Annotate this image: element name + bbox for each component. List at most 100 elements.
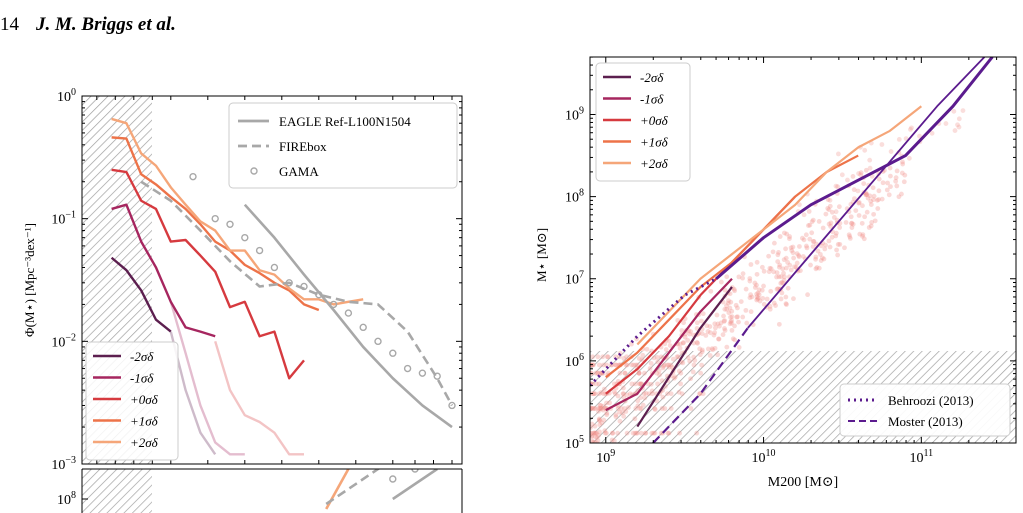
- galaxy-point: [716, 323, 722, 329]
- galaxy-point: [748, 292, 754, 298]
- galaxy-point: [859, 220, 865, 226]
- galaxy-point: [819, 255, 825, 261]
- legend-swatch: [250, 167, 258, 175]
- galaxy-point: [952, 128, 958, 133]
- galaxy-point: [792, 264, 797, 270]
- galaxy-point: [828, 220, 834, 226]
- galaxy-point: [679, 328, 685, 333]
- gama-point: [300, 282, 308, 291]
- legend-label: -1σδ: [640, 92, 664, 107]
- galaxy-point: [601, 403, 606, 409]
- galaxy-point: [651, 430, 656, 436]
- galaxy-point: [685, 355, 691, 361]
- galaxy-point: [901, 179, 907, 185]
- galaxy-point: [641, 370, 647, 376]
- galaxy-point: [607, 400, 612, 406]
- galaxy-point: [617, 370, 623, 376]
- galaxy-point: [867, 165, 873, 171]
- series-line: [214, 340, 304, 456]
- galaxy-point: [709, 346, 715, 352]
- galaxy-point: [602, 428, 608, 434]
- galaxy-point: [651, 355, 657, 361]
- galaxy-point: [688, 329, 694, 334]
- galaxy-point: [782, 274, 787, 280]
- galaxy-point: [643, 391, 649, 396]
- galaxy-point: [796, 254, 802, 260]
- galaxy-point: [853, 208, 859, 214]
- galaxy-point: [698, 370, 704, 376]
- galaxy-point: [591, 439, 597, 443]
- galaxy-point: [597, 402, 603, 408]
- galaxy-point: [867, 193, 873, 199]
- legend-label: +2σδ: [640, 156, 669, 171]
- y-axis-title: Φ(M⋆) [Mpc⁻³dex⁻¹]: [22, 223, 37, 337]
- galaxy-point: [870, 197, 876, 203]
- galaxy-point: [634, 430, 639, 436]
- series-line: [636, 105, 923, 346]
- galaxy-point: [813, 254, 819, 260]
- galaxy-point: [829, 209, 835, 215]
- galaxy-point: [679, 391, 685, 397]
- galaxy-point: [699, 331, 705, 336]
- galaxy-point: [884, 187, 890, 193]
- galaxy-point: [761, 268, 767, 274]
- y-axis-label: M⋆ [M⊙]: [534, 228, 549, 282]
- legend-observations: EAGLE Ref-L100N1504 FIREbox GAMA: [228, 102, 458, 189]
- galaxy-point: [850, 221, 856, 227]
- galaxy-point: [732, 337, 738, 343]
- galaxy-point: [613, 412, 619, 418]
- galaxy-point: [728, 319, 734, 325]
- galaxy-point: [604, 362, 609, 368]
- galaxy-point: [688, 406, 694, 411]
- galaxy-point: [595, 370, 601, 376]
- y-tick-label: 106: [565, 352, 584, 370]
- galaxy-point: [681, 340, 686, 345]
- galaxy-point: [956, 116, 962, 122]
- galaxy-point: [754, 282, 759, 288]
- galaxy-point: [868, 223, 874, 229]
- x-tick-label: 109: [596, 448, 615, 466]
- galaxy-point: [699, 349, 705, 355]
- galaxy-point: [618, 406, 624, 411]
- series-line: [605, 154, 859, 379]
- galaxy-point: [638, 406, 644, 411]
- galaxy-point: [663, 347, 669, 352]
- galaxy-point: [648, 381, 654, 387]
- galaxy-point: [726, 298, 731, 304]
- galaxy-point: [661, 362, 667, 368]
- galaxy-point: [655, 381, 661, 387]
- legend-box: [228, 102, 458, 189]
- galaxy-point: [835, 252, 841, 258]
- galaxy-point: [747, 276, 753, 281]
- galaxy-point: [592, 467, 597, 472]
- galaxy-point: [800, 254, 806, 259]
- galaxy-point: [594, 430, 600, 436]
- galaxy-point: [886, 192, 892, 198]
- galaxy-point: [613, 414, 619, 420]
- galaxy-point: [796, 253, 802, 258]
- series-line: [169, 301, 245, 456]
- galaxy-point: [591, 430, 597, 436]
- y-tick-label: 10−3: [51, 455, 76, 473]
- gama-point: [329, 300, 338, 309]
- galaxy-point: [716, 336, 721, 342]
- galaxy-point: [835, 242, 841, 247]
- galaxy-point: [842, 245, 847, 251]
- galaxy-point: [658, 354, 664, 360]
- galaxy-point: [622, 370, 628, 376]
- galaxy-point: [729, 314, 735, 320]
- galaxy-point: [783, 246, 788, 252]
- galaxy-point: [874, 197, 880, 203]
- galaxy-point: [725, 300, 731, 306]
- galaxy-point: [747, 295, 753, 301]
- galaxy-point: [779, 279, 785, 285]
- galaxy-point: [676, 389, 682, 395]
- galaxy-point: [714, 312, 720, 318]
- galaxy-point: [736, 345, 742, 350]
- galaxy-point: [596, 362, 602, 368]
- galaxy-point: [801, 237, 807, 243]
- galaxy-point: [707, 353, 713, 358]
- galaxy-point: [652, 407, 658, 412]
- galaxy-point: [662, 406, 668, 411]
- galaxy-point: [681, 320, 686, 326]
